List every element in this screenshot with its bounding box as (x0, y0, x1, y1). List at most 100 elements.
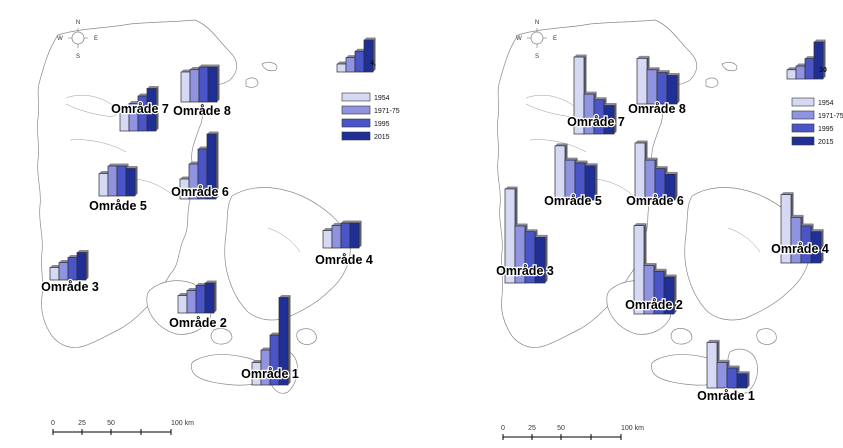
bar-2015 (363, 37, 376, 73)
bar-2015 (534, 234, 548, 284)
bar-front (116, 165, 127, 197)
bar-side (614, 103, 617, 134)
bar-2015 (76, 250, 89, 281)
bar-front (726, 367, 738, 389)
key-chart: 4, (336, 37, 376, 73)
legend-swatch-2015 (791, 136, 815, 146)
bar-front (786, 69, 797, 80)
bar-front (813, 41, 824, 80)
bar-top (252, 360, 264, 363)
legend-swatch-1954 (791, 97, 815, 107)
bar-front (49, 267, 60, 281)
bar-front (67, 257, 78, 281)
region-omraade-2: Område 2 (168, 280, 228, 331)
bar-top (727, 365, 740, 369)
region-omraade-2: Område 2 (624, 223, 684, 315)
bar-top (138, 93, 150, 96)
bar-side (545, 234, 548, 283)
bar-front (180, 71, 191, 103)
region-label: Område 7 (111, 102, 169, 116)
scale-tick-label: 25 (78, 420, 86, 427)
bar-top (181, 69, 193, 72)
bar-top (811, 229, 824, 232)
bar-group (251, 295, 291, 386)
key-chart-label: 10 (819, 67, 827, 74)
key-bar-group (786, 39, 826, 80)
bar-groups: Område 1 Område 2 Område 3 Område 4 Område 5… (40, 37, 376, 386)
bar-top (337, 61, 349, 64)
bar-top (575, 160, 588, 163)
bar-front (206, 133, 217, 200)
compass-s-label: S (76, 54, 80, 60)
region-omraade-1: Område 1 (696, 339, 756, 404)
bar-top (50, 265, 62, 268)
region-label: Område 4 (315, 253, 373, 267)
bar-top (737, 371, 750, 374)
key-chart-label: 4, (370, 60, 376, 67)
bar-group (177, 280, 217, 314)
bar-top (637, 55, 650, 59)
bar-top (68, 255, 80, 258)
bar-top (647, 67, 660, 70)
map-left: N S E W 0 25 50 100 km 1954 1971-75 1995… (37, 19, 400, 435)
compass: N S E W (516, 20, 557, 60)
bar-group (554, 143, 598, 201)
bar-front (706, 342, 718, 389)
bar-group (179, 131, 219, 200)
bar-front (278, 297, 289, 386)
legend: 1954 1971-75 1995 2015 (791, 97, 843, 146)
bar-side (156, 86, 159, 131)
bar-front (340, 222, 351, 249)
bar-group (634, 140, 678, 201)
scale-tick-label: 0 (501, 425, 505, 432)
region-label: Område 4 (771, 242, 829, 256)
bar-front (98, 173, 109, 197)
bar-front (646, 69, 658, 105)
bar-front (656, 72, 668, 105)
bar-top (279, 295, 291, 298)
bar-top (59, 260, 71, 263)
bar-top (346, 55, 358, 58)
region-label: Område 8 (173, 104, 231, 118)
bar-top (120, 111, 132, 114)
bar-top (126, 166, 138, 169)
bar-top (189, 161, 201, 164)
bar-front (736, 373, 748, 389)
bar-front (664, 174, 676, 201)
bar-group (322, 220, 362, 249)
bar-side (747, 371, 750, 388)
bar-top (515, 223, 528, 226)
scale-tick-label: 50 (107, 420, 115, 427)
map-right: N S E W 0 25 50 100 km 1954 1971-75 1995… (495, 19, 843, 440)
bar-top (565, 157, 578, 161)
bar-front (186, 290, 197, 314)
compass-s-label: S (535, 54, 539, 60)
region-omraade-4: Område 4 (314, 220, 374, 268)
bar-groups: Område 1 Område 2 Område 3 Område 4 Område 5… (495, 39, 830, 404)
bar-front (795, 65, 806, 80)
bar-front (534, 237, 546, 284)
bar-top (355, 48, 367, 52)
bar-front (146, 88, 157, 132)
bar-side (359, 220, 362, 248)
bar-front (554, 145, 566, 201)
bar-side (675, 171, 678, 200)
bar-2015 (204, 280, 217, 314)
legend: 1954 1971-75 1995 2015 (341, 92, 400, 141)
bar-top (634, 223, 647, 226)
bar-top (364, 37, 376, 40)
bar-top (801, 223, 814, 226)
bar-side (214, 280, 217, 313)
bar-top (332, 223, 344, 226)
bar-top (108, 163, 120, 166)
bar-group (49, 250, 89, 281)
bar-top (645, 157, 658, 161)
bar-front (790, 217, 802, 264)
bar-top (584, 91, 597, 95)
region-label: Område 1 (241, 367, 299, 381)
legend-swatch-1971-75 (791, 110, 815, 120)
bar-front (810, 231, 822, 264)
bar-side (821, 229, 824, 263)
bar-front (804, 58, 815, 80)
region-omraade-6: Område 6 (625, 140, 685, 209)
